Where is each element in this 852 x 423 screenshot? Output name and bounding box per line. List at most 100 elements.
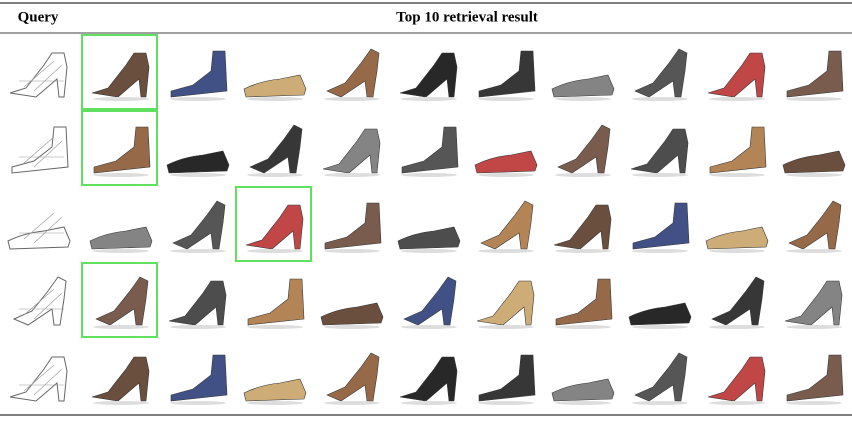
result-image (708, 53, 765, 101)
result-image (708, 357, 765, 405)
result-image (398, 227, 460, 253)
shoe-shadow (555, 173, 611, 177)
result-image (709, 127, 766, 177)
shoe-shadow (170, 249, 226, 253)
result-image (632, 203, 689, 253)
shoe-shadow (555, 97, 611, 101)
shoe (171, 51, 227, 97)
shoe-shadow (324, 173, 380, 177)
result-image (93, 277, 149, 329)
result-image (478, 201, 534, 253)
shoe-shadow (93, 173, 149, 177)
shoe (787, 355, 843, 401)
shoe (92, 357, 149, 401)
shoe-shadow (786, 401, 842, 405)
shoe-shadow (478, 325, 534, 329)
result-image (632, 353, 688, 405)
shoe (171, 355, 227, 401)
query-sketch (12, 127, 68, 173)
result-image (170, 51, 227, 101)
query-sketch (10, 53, 67, 97)
result-image (786, 201, 842, 253)
shoe (96, 277, 148, 325)
result-image (706, 227, 768, 253)
result-image (324, 353, 380, 405)
shoe (479, 355, 535, 401)
shoe (554, 205, 611, 249)
shoe-shadow (170, 325, 226, 329)
shoe (635, 353, 687, 401)
shoe (90, 227, 152, 249)
shoe (398, 227, 460, 249)
result-image (709, 277, 765, 329)
shoe-shadow (247, 325, 303, 329)
shoe (173, 201, 225, 249)
shoe-shadow (786, 97, 842, 101)
shoe (404, 277, 456, 325)
result-image (92, 357, 149, 405)
shoe (552, 379, 614, 401)
shoe (167, 151, 229, 173)
shoe-shadow (632, 173, 688, 177)
shoe-shadow (632, 249, 688, 253)
shoe-shadow (247, 173, 303, 177)
result-image (554, 205, 611, 253)
shoe-shadow (93, 401, 149, 405)
shoe (712, 277, 764, 325)
shoe-shadow (247, 97, 303, 101)
result-image (475, 151, 537, 177)
shoe-shadow (324, 249, 380, 253)
shoe-shadow (247, 401, 303, 405)
shoe (477, 281, 534, 325)
shoe-shadow (555, 249, 611, 253)
sketch-hatch (19, 61, 64, 91)
figure: Query Top 10 retrieval result (0, 0, 852, 418)
shoe (250, 125, 302, 173)
result-image (167, 151, 229, 177)
shoe-shadow (632, 325, 688, 329)
shoe (323, 129, 380, 173)
shoe (475, 151, 537, 173)
shoe (635, 49, 687, 97)
result-image (555, 279, 612, 329)
result-image (247, 279, 304, 329)
shoe (785, 281, 842, 325)
sketch-hatch (19, 137, 64, 167)
shoe-shadow (324, 97, 380, 101)
result-image (786, 51, 843, 101)
shoe (708, 357, 765, 401)
shoe-shadow (401, 401, 457, 405)
result-image (478, 51, 535, 101)
shoe (631, 129, 688, 173)
shoe-shadow (478, 173, 534, 177)
shoe-shadow (632, 401, 688, 405)
result-image (324, 49, 380, 101)
result-image (321, 303, 383, 329)
shoe (321, 303, 383, 325)
shoe-shadow (324, 401, 380, 405)
shoe (400, 53, 457, 97)
result-image (169, 281, 226, 329)
shoe (327, 353, 379, 401)
sketch-outline (10, 357, 67, 401)
shoe (94, 127, 150, 173)
shoe (552, 75, 614, 97)
shoe (710, 127, 766, 173)
result-image (785, 281, 842, 329)
shoe (248, 279, 304, 325)
result-image (632, 49, 688, 101)
shoe (169, 281, 226, 325)
sketch-outline (10, 53, 67, 97)
query-sketch (8, 213, 70, 249)
query-sketch (14, 277, 66, 325)
shoe (633, 203, 689, 249)
result-image (401, 127, 458, 177)
shoe-shadow (478, 249, 534, 253)
result-image (170, 355, 227, 405)
shoe-shadow (401, 173, 457, 177)
result-image (478, 355, 535, 405)
result-image (552, 379, 614, 405)
shoe-shadow (478, 401, 534, 405)
shoe (629, 303, 691, 325)
shoe-shadow (170, 97, 226, 101)
